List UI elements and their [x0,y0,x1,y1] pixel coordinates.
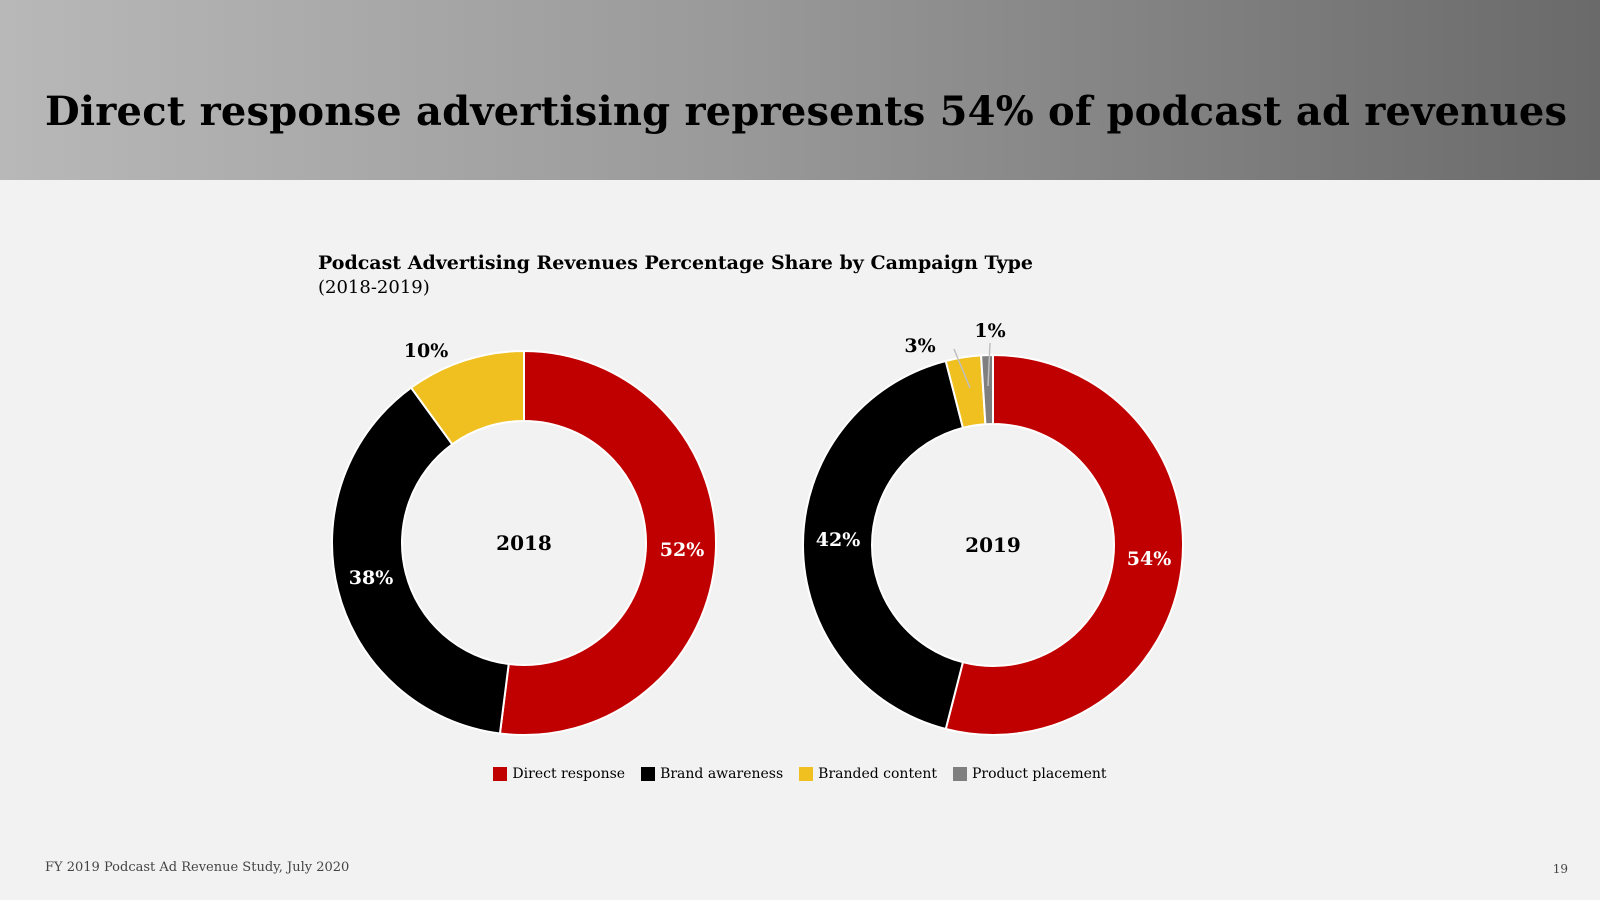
legend-swatch [799,767,814,781]
slide-title: Direct response advertising represents 5… [45,88,1568,135]
legend-label: Brand awareness [660,766,784,782]
legend-item-product-placement: Product placement [953,766,1107,782]
donut-slice-product-placement [980,353,994,426]
page-number: 19 [1552,862,1568,876]
legend-swatch [953,767,967,781]
legend-swatch [493,767,508,781]
legend-swatch [641,767,656,781]
leader-line-branded-content [953,348,971,389]
data-label-brand-awareness: 42% [816,529,861,551]
donut-chart-2018: 2018 52% 38% 10% [331,340,717,736]
leader-line-product-placement [987,342,991,387]
legend-item-brand-awareness: Brand awareness [641,766,783,782]
chart-legend: Direct response Brand awareness Branded … [0,766,1600,782]
data-label-brand-awareness: 38% [349,567,394,589]
donut-center-label: 2019 [965,533,1021,557]
slide-header [0,0,1600,180]
donut-slice-brand-awareness [801,359,965,731]
legend-label: Direct response [512,766,626,782]
data-label-direct-response: 52% [660,539,705,561]
donut-slice-direct-response [498,349,717,736]
legend-label: Branded content [818,766,937,782]
data-label-branded-content: 10% [404,340,449,362]
legend-item-direct-response: Direct response [493,766,625,782]
chart-title: Podcast Advertising Revenues Percentage … [318,252,1033,274]
data-label-branded-content: 3% [904,335,935,357]
legend-item-branded-content: Branded content [799,766,937,782]
chart-subtitle: (2018-2019) [318,277,430,298]
donut-center-label: 2018 [496,531,552,555]
data-label-product-placement: 1% [974,320,1005,342]
footer-source: FY 2019 Podcast Ad Revenue Study, July 2… [45,860,350,875]
donut-chart-2019: 2019 54% 42% 3% 1% [801,320,1184,736]
legend-label: Product placement [972,766,1107,782]
donut-slice-brand-awareness [331,386,510,735]
donut-slice-branded-content [409,349,525,446]
data-label-direct-response: 54% [1127,548,1172,570]
donut-slice-direct-response [944,353,1184,736]
